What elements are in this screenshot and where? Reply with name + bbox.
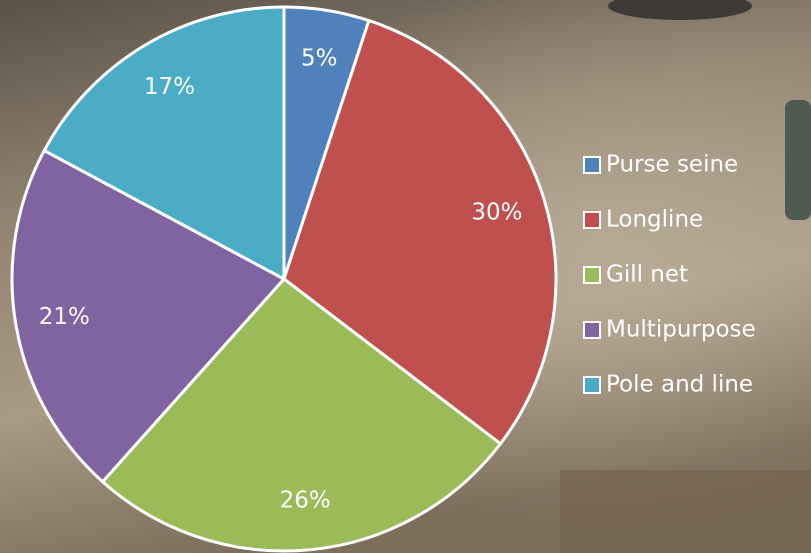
slice (100, 276, 503, 553)
legend-swatch (583, 321, 601, 339)
legend-swatch (583, 376, 601, 394)
legend-label: Purse seine (606, 152, 738, 178)
debris (560, 470, 811, 553)
legend-swatch (583, 156, 601, 174)
slice-label: 21% (39, 304, 90, 330)
slice-label: 5% (301, 45, 338, 71)
slice (42, 5, 286, 282)
slice-label: 17% (144, 74, 195, 100)
legend-swatch (583, 211, 601, 229)
person (785, 100, 811, 220)
slice-label: 30% (471, 199, 522, 225)
slice (10, 148, 287, 484)
legend-swatch (583, 266, 601, 284)
legend-label: Longline (606, 207, 703, 233)
legend: Purse seine Longline Gill net Multipurpose P… (583, 152, 756, 398)
legend-label: Multipurpose (606, 317, 756, 343)
pie: 5% 30% 26% 21% 17% (10, 5, 558, 553)
boat (608, 0, 752, 20)
slice-label: 26% (280, 488, 331, 514)
legend-label: Pole and line (606, 372, 753, 398)
legend-label: Gill net (606, 262, 688, 288)
slice (282, 18, 558, 446)
